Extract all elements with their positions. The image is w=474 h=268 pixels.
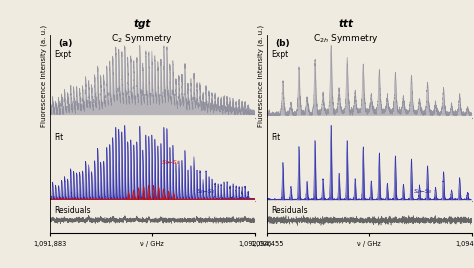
- Text: S₁←S₀: S₁←S₀: [163, 160, 181, 165]
- Y-axis label: Fluorescence Intensity (a. u.): Fluorescence Intensity (a. u.): [40, 25, 47, 128]
- Text: tgt: tgt: [134, 19, 151, 29]
- Text: Expt: Expt: [54, 50, 71, 59]
- Text: Expt: Expt: [271, 50, 288, 59]
- Text: Fit: Fit: [271, 133, 280, 142]
- Text: (b): (b): [275, 39, 290, 48]
- Text: Residuals: Residuals: [54, 206, 91, 215]
- Text: S₂←S₀: S₂←S₀: [414, 189, 433, 194]
- Text: C$_2$ Symmetry: C$_2$ Symmetry: [111, 32, 173, 45]
- Text: Fit: Fit: [54, 133, 63, 142]
- Y-axis label: Fluorescence Intensity (a. u.): Fluorescence Intensity (a. u.): [257, 25, 264, 128]
- Text: C$_{2h}$ Symmetry: C$_{2h}$ Symmetry: [313, 32, 379, 45]
- Text: (a): (a): [58, 39, 73, 48]
- Text: ttt: ttt: [338, 19, 354, 29]
- Text: Residuals: Residuals: [271, 206, 308, 215]
- Text: S₂←S₀: S₂←S₀: [197, 189, 216, 194]
